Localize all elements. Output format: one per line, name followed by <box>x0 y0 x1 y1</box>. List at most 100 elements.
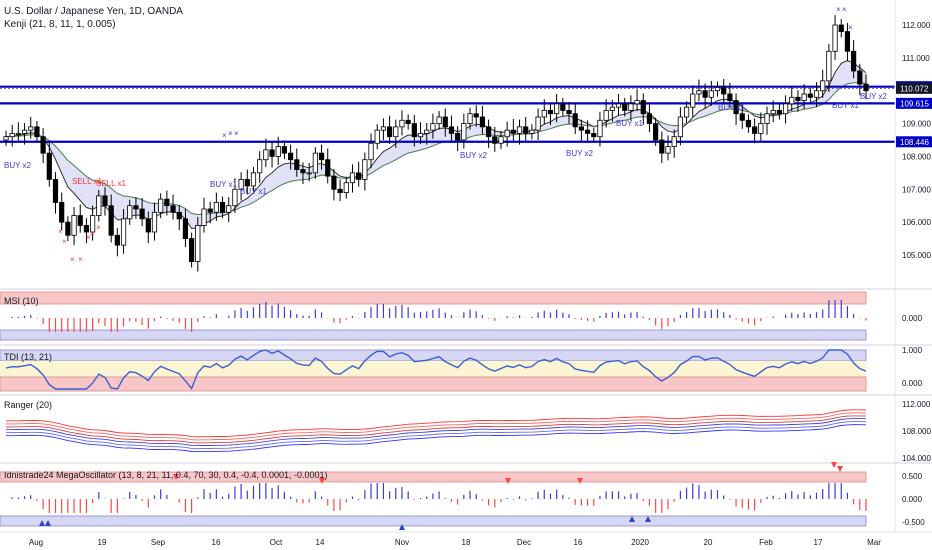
candle-body <box>863 83 869 92</box>
candle-body <box>275 146 281 157</box>
candle-body <box>584 129 591 134</box>
pane-axis-label: -0.500 <box>902 518 925 527</box>
price-level-label: 109.615 <box>900 99 929 108</box>
candle-body <box>727 93 733 101</box>
pane-axis-label: 108.000 <box>902 427 931 436</box>
candle-body <box>40 136 46 154</box>
buy-signal-label: BUY x2 <box>860 92 888 101</box>
candle-body <box>745 119 752 128</box>
candle-body <box>708 90 714 98</box>
tdi-line <box>5 349 867 390</box>
candle-body <box>554 103 560 115</box>
candle-body <box>189 238 195 262</box>
time-tick-label: 14 <box>316 538 325 547</box>
candle-body <box>151 211 158 233</box>
candle-body <box>15 133 21 135</box>
candle-body <box>71 215 77 236</box>
candle-body <box>257 159 263 174</box>
candle-body <box>721 87 727 95</box>
candle-body <box>795 96 801 101</box>
candle-body <box>634 100 640 105</box>
candle-body <box>782 103 789 115</box>
candle-body <box>195 225 201 262</box>
sell-cross-marker: × <box>58 227 63 236</box>
buy-signal-label: BUY x1 <box>210 180 238 189</box>
candle-body <box>832 24 838 52</box>
candle-body <box>857 70 863 85</box>
buy-signal-label: BUY x1 <box>832 101 860 110</box>
price-tick-label: 107.000 <box>902 185 931 194</box>
candle-body <box>504 129 510 138</box>
candle-body <box>288 152 294 161</box>
candle-body <box>597 119 603 138</box>
pane-label-mega: Idnistrade24 MegaOscillator (13, 8, 21, … <box>4 470 328 480</box>
pane-axis-label: 0.000 <box>902 495 923 504</box>
mega-up-arrow <box>645 516 651 522</box>
mega-down-arrow <box>837 466 843 472</box>
candle-body <box>690 93 696 108</box>
candle-body <box>646 113 653 124</box>
candle-body <box>294 159 300 170</box>
ranger-band-line <box>5 415 867 444</box>
candle-body <box>467 113 473 124</box>
candle-body <box>337 188 343 193</box>
buy-signal-label: BUY x1 <box>240 187 268 196</box>
sell-cross-marker: × <box>78 255 83 264</box>
slow-ema-line <box>5 82 867 216</box>
candle-body <box>362 159 368 180</box>
candle-body <box>430 123 436 131</box>
candle-body <box>547 110 554 115</box>
mega-up-arrow <box>399 524 405 530</box>
candle-body <box>127 205 133 220</box>
price-tick-label: 111.000 <box>902 54 930 63</box>
candle-body <box>622 103 628 111</box>
candle-body <box>535 116 541 131</box>
time-axis[interactable]: Aug 19 Sep 16 Oct 14 Nov 18 Dec 16 2020 20 Feb 17 Mar <box>0 531 932 547</box>
candle-body <box>145 218 151 233</box>
candle-body <box>3 136 9 141</box>
candle-body <box>182 218 189 239</box>
candle-body <box>120 218 127 246</box>
time-tick-label: Nov <box>395 538 409 547</box>
candle-body <box>399 119 405 128</box>
candle-body <box>349 172 356 184</box>
candle-body <box>9 133 15 138</box>
time-tick-label: 20 <box>704 538 713 547</box>
candle-body <box>343 182 349 193</box>
ranger-band-line <box>5 421 867 450</box>
mega-up-arrow <box>39 520 45 526</box>
indicator-legend: Kenji (21, 8, 11, 1, 0.005) <box>4 19 116 30</box>
buy-signal-label: BUY x1 <box>718 103 746 112</box>
mega-down-arrow <box>319 478 325 484</box>
candle-body <box>380 126 387 131</box>
candle-body <box>702 90 708 98</box>
candle-body <box>510 129 516 134</box>
price-tick-label: 109.000 <box>902 120 931 129</box>
time-tick-label: 16 <box>574 538 583 547</box>
candle-body <box>770 110 776 115</box>
mega-down-arrow <box>577 478 583 484</box>
msi-lower-zone <box>0 329 867 341</box>
tdi-upper-zone <box>0 349 867 362</box>
candle-body <box>250 172 257 187</box>
time-tick-label: Mar <box>867 538 881 547</box>
candle-body <box>461 123 467 141</box>
candle-body <box>492 136 498 144</box>
candle-body <box>393 126 399 138</box>
candle-body <box>386 126 393 138</box>
candle-body <box>813 90 820 98</box>
horizontal-levels[interactable] <box>0 85 895 143</box>
time-tick-label: 17 <box>814 538 823 547</box>
msi-upper-zone <box>0 291 867 305</box>
buy-signal-label: BUY x2 <box>4 161 32 170</box>
price-axis[interactable]: 112.000 111.000 109.000 108.000 107.000 106.0… <box>894 0 932 532</box>
candle-body <box>176 211 182 220</box>
pane-label-msi: MSI (10) <box>4 296 39 306</box>
candle-body <box>312 152 318 174</box>
sell-cross-marker: × <box>70 255 75 264</box>
buy-signal-label: BUY x2 <box>566 149 594 158</box>
sell-cross-marker: × <box>86 233 91 242</box>
